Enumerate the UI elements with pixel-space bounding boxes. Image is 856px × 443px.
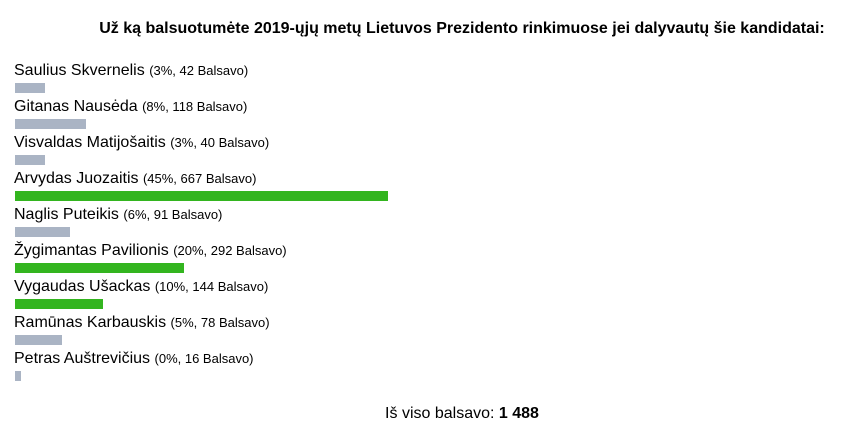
option-name: Naglis Puteikis	[14, 206, 119, 223]
bar	[15, 263, 184, 273]
option: Visvaldas Matijošaitis (3%, 40 Balsavo)	[14, 134, 270, 165]
option: Gitanas Nausėda (8%, 118 Balsavo)	[14, 98, 248, 129]
option-stats: (0%, 16 Balsavo)	[154, 351, 254, 366]
bar	[15, 155, 46, 165]
bar	[15, 371, 21, 381]
option-stats: (45%, 667 Balsavo)	[142, 171, 257, 186]
option: Žygimantas Pavilionis (20%, 292 Balsavo)	[14, 242, 287, 273]
option-name: Žygimantas Pavilionis	[14, 242, 169, 259]
option-name: Saulius Skvernelis	[14, 62, 145, 79]
option-stats: (3%, 40 Balsavo)	[170, 135, 270, 150]
option: Naglis Puteikis (6%, 91 Balsavo)	[14, 206, 223, 237]
option-name: Petras Auštrevičius	[14, 350, 151, 367]
total-value: 1 488	[498, 405, 539, 422]
option-name: Vygaudas Ušackas	[14, 278, 151, 295]
bar	[15, 83, 46, 93]
option-name: Ramūnas Karbauskis	[14, 314, 167, 331]
bar	[15, 191, 388, 201]
option-stats: (5%, 78 Balsavo)	[170, 315, 270, 330]
total-label: Iš viso balsavo:	[385, 405, 495, 422]
option-stats: (3%, 42 Balsavo)	[149, 63, 249, 78]
option: Arvydas Juozaitis (45%, 667 Balsavo)	[14, 170, 388, 201]
option-stats: (6%, 91 Balsavo)	[123, 207, 223, 222]
option-name: Gitanas Nausėda	[14, 98, 138, 115]
bar	[15, 299, 103, 309]
option-stats: (10%, 144 Balsavo)	[154, 279, 269, 294]
option-name: Visvaldas Matijošaitis	[14, 134, 166, 151]
total-line: Iš viso balsavo: 1 488	[0, 405, 856, 423]
poll-title: Už ką balsuotumėte 2019-ųjų metų Lietuvo…	[99, 20, 825, 37]
option-stats: (8%, 118 Balsavo)	[142, 99, 248, 114]
option: Ramūnas Karbauskis (5%, 78 Balsavo)	[14, 314, 270, 345]
option: Saulius Skvernelis (3%, 42 Balsavo)	[14, 62, 249, 93]
bar	[15, 227, 70, 237]
bar	[15, 119, 87, 129]
bar	[15, 335, 62, 345]
option-stats: (20%, 292 Balsavo)	[173, 243, 287, 258]
option: Vygaudas Ušackas (10%, 144 Balsavo)	[14, 278, 269, 309]
option: Petras Auštrevičius (0%, 16 Balsavo)	[14, 350, 254, 381]
option-name: Arvydas Juozaitis	[14, 170, 139, 187]
